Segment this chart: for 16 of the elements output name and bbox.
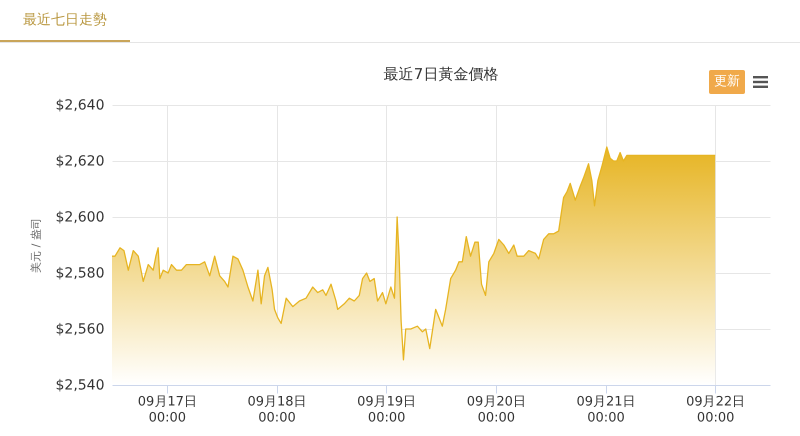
y-tick-label: $2,600 xyxy=(56,210,104,226)
x-tick-label: 09月20日 00:00 xyxy=(466,394,526,426)
chart-title: 最近7日黃金價格 xyxy=(384,65,498,83)
x-tick-label: 09月19日 00:00 xyxy=(357,394,416,426)
y-tick-label: $2,580 xyxy=(56,266,104,282)
x-tick-label: 09月17日 00:00 xyxy=(138,394,197,426)
y-tick-label: $2,620 xyxy=(56,154,104,170)
x-tick-label: 09月21日 00:00 xyxy=(576,394,636,426)
text: 更新 xyxy=(709,70,745,94)
y-axis-title: 美元 / 盎司 xyxy=(30,218,43,273)
y-tick-label: $2,640 xyxy=(56,98,104,114)
x-tick-label: 09月22日 00:00 xyxy=(686,394,746,426)
text: 最近七日走勢 xyxy=(0,0,130,42)
y-tick-label: $2,540 xyxy=(56,378,104,394)
y-tick-label: $2,560 xyxy=(56,322,104,338)
x-tick-label: 09月18日 00:00 xyxy=(247,394,307,426)
